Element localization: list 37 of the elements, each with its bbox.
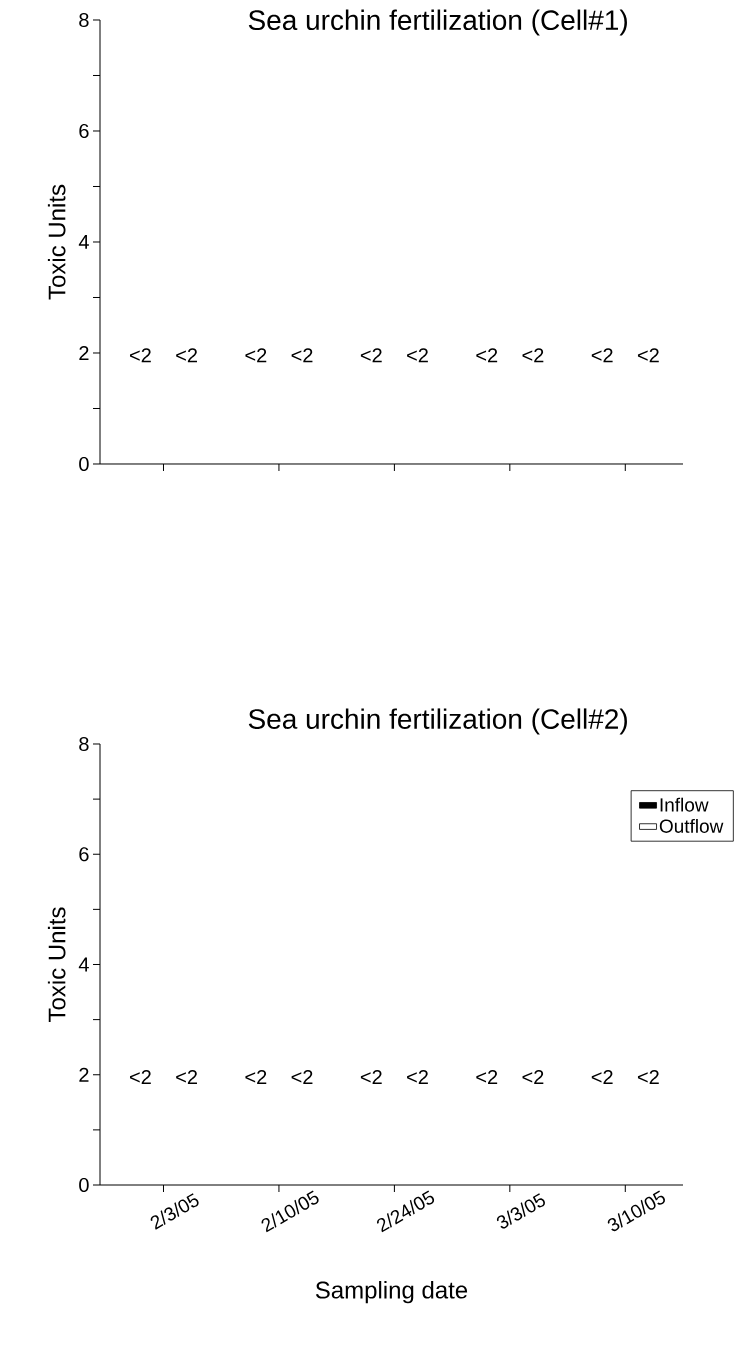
y-tick-label: 6 [79,847,89,862]
annotation: <2 [637,348,659,363]
x-axis-title: Sampling date [315,1281,468,1304]
annotation: <2 [291,348,313,363]
annotation: <2 [476,1069,498,1084]
y-tick-label: 4 [78,957,89,972]
annotation: <2 [591,1069,613,1084]
annotation: <2 [245,1069,267,1084]
legend-label: Outflow [659,818,724,833]
annotation: <2 [407,1069,428,1084]
annotation: <2 [522,348,544,363]
legend-label: Inflow [660,797,709,812]
chart-title: Sea urchin fertilization (Cell#1) [248,9,627,36]
annotation: <2 [176,348,197,363]
annotation: <2 [522,1069,544,1084]
annotation: <2 [591,348,613,363]
annotation: <2 [129,348,151,363]
y-tick-label: 4 [78,235,89,249]
y-tick-label: 2 [79,346,89,360]
y-tick-label: 2 [79,1067,89,1082]
y-tick-label: 8 [79,12,89,28]
annotation: <2 [176,1069,197,1084]
y-tick-label: 0 [79,1177,89,1193]
annotation: <2 [245,348,267,363]
annotation: <2 [407,348,428,363]
annotation: <2 [129,1069,151,1084]
annotation: <2 [291,1069,313,1084]
annotation: <2 [360,348,382,363]
y-tick-label: 0 [79,456,89,472]
chart-title: Sea urchin fertilization (Cell#2) [248,708,627,735]
y-axis-title: Toxic Units [47,907,66,1022]
y-tick-label: 6 [79,123,89,139]
y-axis-title: Toxic Units [47,184,66,300]
annotation: <2 [637,1069,659,1084]
annotation: <2 [360,1069,382,1084]
annotation: <2 [476,348,498,363]
y-tick-label: 8 [79,736,89,752]
